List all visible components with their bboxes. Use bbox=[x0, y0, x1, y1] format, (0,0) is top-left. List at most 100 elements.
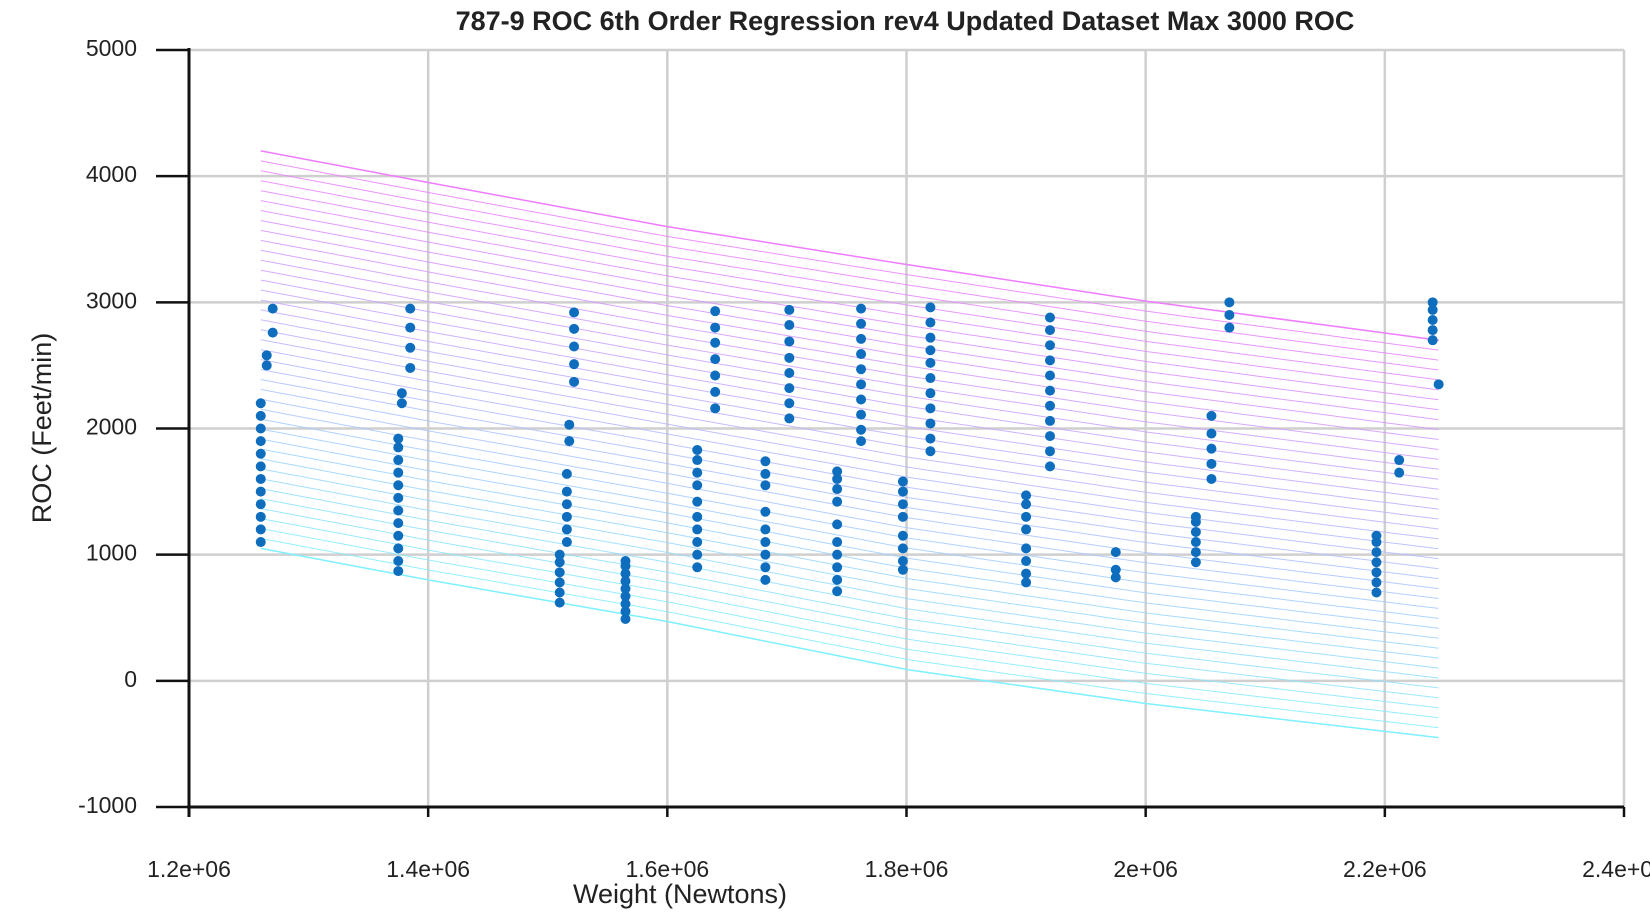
mesh-line bbox=[260, 488, 1439, 679]
data-point bbox=[1371, 587, 1382, 598]
data-point bbox=[1045, 312, 1055, 323]
data-point bbox=[393, 566, 404, 577]
data-point bbox=[255, 511, 266, 522]
y-tick-label: 1000 bbox=[86, 540, 137, 566]
data-point bbox=[620, 606, 631, 617]
data-point bbox=[1045, 431, 1055, 442]
data-point bbox=[405, 362, 416, 373]
data-point bbox=[692, 467, 703, 478]
data-point bbox=[832, 496, 843, 507]
data-point bbox=[692, 524, 703, 535]
data-point bbox=[692, 496, 703, 507]
data-point bbox=[569, 376, 580, 387]
surface-edge bbox=[260, 150, 1439, 341]
y-tick-label: 2000 bbox=[86, 414, 137, 440]
data-point bbox=[1371, 567, 1382, 578]
x-tick-label: 1.2e+06 bbox=[147, 856, 231, 882]
data-point bbox=[1427, 304, 1438, 315]
y-axis-label: ROC (Feet/min) bbox=[27, 333, 57, 524]
data-point bbox=[1206, 473, 1217, 484]
y-tick-label: 0 bbox=[124, 666, 137, 692]
mesh-line bbox=[260, 418, 1439, 609]
data-point bbox=[897, 543, 908, 554]
mesh-line bbox=[260, 259, 1439, 450]
mesh-line bbox=[260, 388, 1439, 580]
mesh-line bbox=[260, 319, 1439, 510]
data-point bbox=[1110, 572, 1121, 583]
data-point bbox=[832, 537, 843, 548]
data-point bbox=[710, 403, 721, 414]
data-point bbox=[561, 499, 572, 510]
data-point bbox=[620, 576, 631, 587]
data-point bbox=[760, 468, 771, 479]
data-point bbox=[255, 448, 266, 459]
data-point bbox=[1371, 547, 1382, 558]
data-point bbox=[255, 423, 266, 434]
data-point bbox=[561, 524, 572, 535]
mesh-line bbox=[260, 239, 1439, 431]
data-point bbox=[760, 537, 771, 548]
mesh-line bbox=[260, 478, 1439, 669]
data-point bbox=[710, 386, 721, 397]
data-point bbox=[405, 322, 416, 333]
data-point bbox=[393, 555, 404, 566]
data-point bbox=[405, 303, 416, 314]
data-point bbox=[856, 379, 867, 390]
mesh-line bbox=[260, 269, 1439, 460]
mesh-line bbox=[260, 428, 1439, 619]
data-point bbox=[897, 511, 908, 522]
data-point bbox=[692, 480, 703, 491]
data-point bbox=[1021, 499, 1032, 510]
data-point bbox=[393, 543, 404, 554]
data-point bbox=[396, 398, 407, 409]
data-point bbox=[784, 383, 795, 394]
mesh-line bbox=[260, 190, 1439, 381]
data-point bbox=[760, 524, 771, 535]
data-point bbox=[396, 388, 407, 399]
mesh-line bbox=[260, 220, 1439, 411]
mesh-line bbox=[260, 339, 1439, 530]
data-point bbox=[856, 303, 867, 314]
data-point bbox=[856, 349, 867, 360]
data-point bbox=[832, 473, 843, 484]
data-point bbox=[554, 577, 565, 588]
data-point bbox=[255, 486, 266, 497]
data-point bbox=[832, 562, 843, 573]
data-point bbox=[925, 332, 936, 343]
data-point bbox=[1045, 415, 1055, 426]
data-point bbox=[832, 586, 843, 597]
mesh-line bbox=[260, 438, 1439, 629]
data-point bbox=[1190, 547, 1201, 558]
x-tick-label: 2.2e+06 bbox=[1343, 856, 1427, 882]
data-point bbox=[925, 403, 936, 414]
data-point bbox=[925, 373, 936, 384]
data-point bbox=[925, 418, 936, 429]
data-point bbox=[1190, 537, 1201, 548]
mesh-line bbox=[260, 309, 1439, 500]
mesh-line bbox=[260, 249, 1439, 440]
y-tick-label: -1000 bbox=[78, 792, 137, 818]
data-point bbox=[1224, 322, 1235, 333]
y-tick-label: 3000 bbox=[86, 287, 137, 313]
data-point bbox=[760, 574, 771, 585]
data-point bbox=[393, 505, 404, 516]
mesh-line bbox=[260, 170, 1439, 361]
data-point bbox=[1206, 458, 1217, 469]
data-point bbox=[925, 446, 936, 457]
data-point bbox=[554, 587, 565, 598]
data-point bbox=[1433, 379, 1444, 390]
data-point bbox=[925, 345, 936, 356]
data-point bbox=[564, 419, 575, 430]
data-point bbox=[1045, 461, 1055, 472]
x-tick-label: 1.4e+06 bbox=[386, 856, 470, 882]
x-tick-label: 1.6e+06 bbox=[625, 856, 709, 882]
data-point bbox=[255, 461, 266, 472]
data-point bbox=[1371, 577, 1382, 588]
surface-mesh bbox=[260, 150, 1440, 739]
data-point bbox=[925, 302, 936, 313]
data-point bbox=[692, 444, 703, 455]
data-point bbox=[1045, 355, 1055, 366]
data-point bbox=[925, 388, 936, 399]
data-point bbox=[255, 436, 266, 447]
data-point bbox=[1427, 314, 1438, 325]
